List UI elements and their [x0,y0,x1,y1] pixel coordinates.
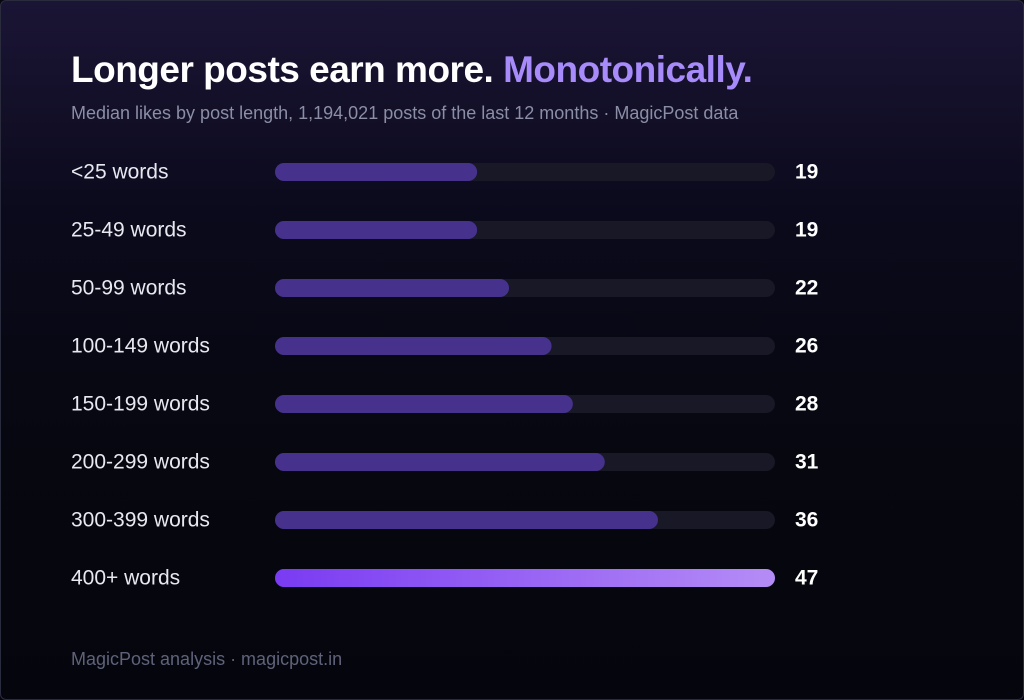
bar [275,279,510,297]
bar-row: 150-199 words 28 [71,393,819,416]
category-label: 200-299 words [71,451,210,474]
footer-credit: MagicPost analysis · magicpost.in [71,649,343,669]
category-label: 150-199 words [71,393,210,416]
value-label: 36 [795,509,818,532]
value-label: 26 [795,335,818,358]
chart-title: Longer posts earn more. Monotonically. [71,49,753,91]
category-label: 300-399 words [71,509,210,532]
value-label: 22 [795,277,818,300]
value-label: 28 [795,393,819,416]
category-label: 100-149 words [71,335,210,358]
bar-row: 50-99 words 22 [71,277,818,300]
value-label: 31 [795,451,819,474]
category-label: 25-49 words [71,219,187,242]
bar [275,337,552,355]
bar [275,453,605,471]
bar-row: 100-149 words 26 [71,335,818,358]
value-label: 19 [795,219,818,242]
chart-subtitle: Median likes by post length, 1,194,021 p… [71,103,739,123]
bar [275,395,573,413]
category-label: 50-99 words [71,277,187,300]
bar-row: 400+ words 47 [71,567,818,590]
title-accent: Monotonically. [503,49,753,90]
category-label: 400+ words [71,567,180,590]
bar [275,163,478,181]
bar-row: 25-49 words 19 [71,219,818,242]
bar-row: 300-399 words 36 [71,509,818,532]
title-main: Longer posts earn more. [71,49,494,90]
value-label: 47 [795,567,818,590]
bar [275,511,658,529]
bar-row: 200-299 words 31 [71,451,819,474]
bar-row: <25 words 19 [71,161,818,184]
value-label: 19 [795,161,818,184]
bar-highlight [275,569,775,587]
bar [275,221,478,239]
category-label: <25 words [71,161,168,184]
